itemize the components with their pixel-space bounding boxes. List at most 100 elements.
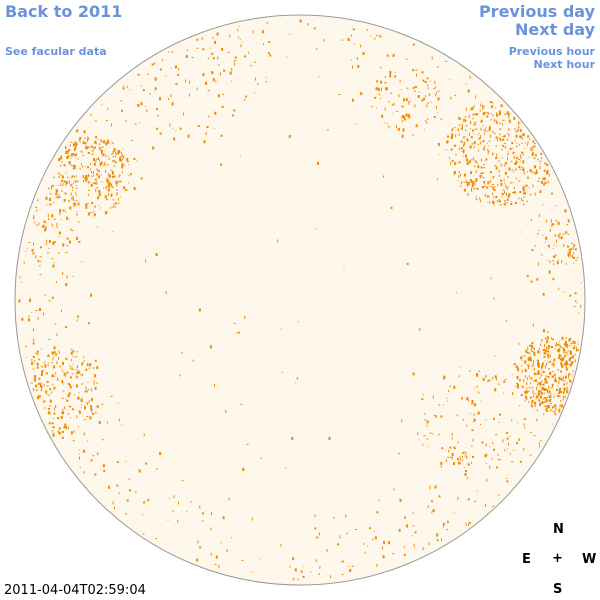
next-hour-link[interactable]: Next hour xyxy=(533,58,596,71)
facular-mark xyxy=(399,79,401,83)
facular-mark xyxy=(520,154,522,158)
facular-mark xyxy=(429,80,431,82)
facular-mark xyxy=(71,230,74,231)
facular-mark xyxy=(156,127,159,130)
facular-mark xyxy=(57,176,60,178)
facular-mark xyxy=(209,345,212,349)
previous-hour-link[interactable]: Previous hour xyxy=(508,45,595,58)
facular-mark xyxy=(110,206,112,209)
facular-mark xyxy=(528,352,531,354)
facular-mark xyxy=(516,129,519,131)
facular-mark xyxy=(459,124,461,126)
facular-mark xyxy=(58,427,61,430)
facular-mark xyxy=(370,106,373,108)
facular-mark xyxy=(83,137,85,139)
facular-mark xyxy=(525,349,528,353)
facular-mark xyxy=(458,133,460,136)
previous-day-link[interactable]: Previous day xyxy=(478,2,595,21)
facular-mark xyxy=(91,171,92,174)
facular-mark xyxy=(70,142,73,143)
facular-mark xyxy=(116,192,118,195)
facular-mark xyxy=(56,225,58,229)
facular-mark xyxy=(102,153,105,156)
facular-mark xyxy=(90,293,93,297)
facular-mark xyxy=(108,142,110,144)
back-to-year-link[interactable]: Back to 2011 xyxy=(5,2,123,21)
facular-mark xyxy=(78,410,81,414)
facular-mark xyxy=(43,384,45,387)
facular-mark xyxy=(499,413,501,416)
facular-mark xyxy=(71,368,74,370)
facular-mark xyxy=(44,406,46,409)
facular-mark xyxy=(63,164,66,167)
facular-mark xyxy=(560,391,561,393)
facular-mark xyxy=(567,219,570,223)
facular-mark xyxy=(251,517,253,521)
facular-mark xyxy=(113,148,115,150)
facular-mark xyxy=(423,419,426,421)
facular-mark xyxy=(498,175,500,177)
facular-mark xyxy=(542,177,545,180)
facular-mark xyxy=(91,398,93,402)
facular-mark xyxy=(485,375,487,378)
facular-mark xyxy=(518,166,521,168)
facular-mark xyxy=(465,470,467,472)
facular-mark xyxy=(33,222,35,224)
facular-mark xyxy=(544,344,546,348)
facular-mark xyxy=(511,419,513,422)
facular-mark xyxy=(378,499,380,502)
facular-mark xyxy=(571,375,573,377)
facular-mark xyxy=(248,51,250,54)
facular-mark xyxy=(464,119,467,122)
next-day-link[interactable]: Next day xyxy=(515,20,595,39)
facular-mark xyxy=(61,409,64,411)
facular-mark xyxy=(495,157,498,159)
facular-mark xyxy=(543,398,545,400)
facular-mark xyxy=(531,153,533,157)
facular-mark xyxy=(473,418,476,422)
facular-mark xyxy=(97,139,99,140)
facular-mark xyxy=(85,402,88,404)
facular-mark xyxy=(479,197,481,200)
facular-mark xyxy=(105,120,108,121)
facular-mark xyxy=(48,362,49,364)
facular-mark xyxy=(544,348,546,351)
facular-mark xyxy=(76,175,77,177)
facular-mark xyxy=(37,260,40,263)
facular-mark xyxy=(492,186,495,190)
facular-mark xyxy=(417,95,420,98)
facular-mark xyxy=(40,389,42,391)
facular-mark xyxy=(496,466,499,469)
facular-mark xyxy=(508,119,511,123)
facular-mark xyxy=(75,168,77,170)
facular-mark xyxy=(84,142,87,145)
facular-mark xyxy=(538,390,540,393)
facular-mark xyxy=(544,162,547,165)
facular-mark xyxy=(568,249,571,251)
facular-mark xyxy=(458,461,461,465)
facular-mark xyxy=(57,379,59,381)
facular-mark xyxy=(520,394,522,396)
facular-mark xyxy=(484,181,485,185)
facular-mark xyxy=(67,426,69,430)
facular-mark xyxy=(523,171,525,175)
facular-mark xyxy=(564,354,567,357)
facular-mark xyxy=(534,244,536,247)
facular-mark xyxy=(392,553,395,555)
facular-data-link[interactable]: See facular data xyxy=(5,45,107,58)
facular-mark xyxy=(465,107,467,111)
facular-mark xyxy=(268,41,271,44)
facular-mark xyxy=(319,565,321,569)
facular-mark xyxy=(459,456,461,460)
facular-mark xyxy=(108,174,111,177)
facular-mark xyxy=(486,149,489,151)
facular-mark xyxy=(52,264,55,268)
facular-mark xyxy=(569,379,571,381)
facular-mark xyxy=(525,184,527,188)
facular-mark xyxy=(568,250,571,254)
facular-mark xyxy=(58,356,59,360)
facular-mark xyxy=(487,181,490,185)
facular-mark xyxy=(175,65,177,69)
facular-mark xyxy=(573,256,575,259)
facular-mark xyxy=(355,529,357,530)
